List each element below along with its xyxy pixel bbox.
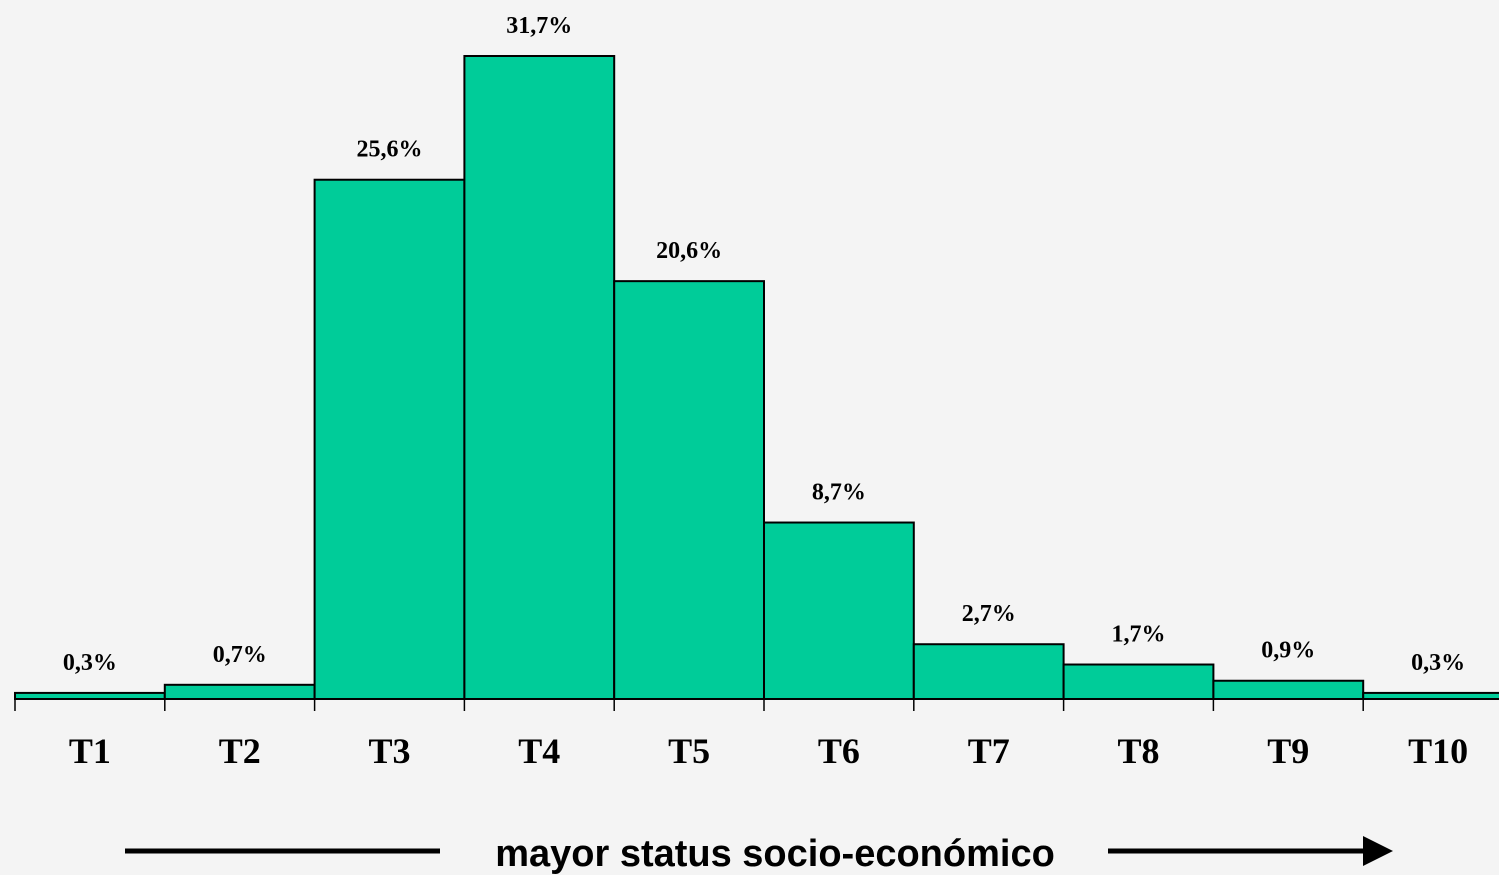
bar-t3 [313,178,466,700]
value-label-t5: 20,6% [656,238,722,264]
x-ticks-layer [14,699,1364,711]
bar-t10 [1362,691,1499,701]
value-label-t4: 31,7% [506,13,572,39]
bar-t4 [463,55,616,700]
tick-label-t9: T9 [1267,731,1309,771]
tick-label-t5: T5 [668,731,710,771]
bar-t9 [1212,679,1365,701]
value-label-t7: 2,7% [962,601,1016,627]
x-tick-labels-layer: T1 T2 T3 T4 T5 T6 T7 T8 T9 T10 [69,731,1468,771]
tick-label-t10: T10 [1408,731,1468,771]
tick-label-t8: T8 [1117,731,1159,771]
tick-label-t1: T1 [69,731,111,771]
bar-t6 [763,521,915,700]
value-label-t8: 1,7% [1112,622,1166,648]
tick-label-t4: T4 [518,731,560,771]
bar-t5 [613,280,766,700]
x-axis-label: mayor status socio-económico [495,833,1055,875]
value-label-t10: 0,3% [1411,650,1465,676]
value-label-t3: 25,6% [357,137,423,163]
bar-t8 [1062,663,1215,700]
value-label-t9: 0,9% [1261,638,1315,664]
bar-t1 [14,691,166,701]
value-label-t6: 8,7% [812,480,866,506]
tick-label-t6: T6 [818,731,860,771]
bar-t7 [912,643,1065,701]
value-labels-layer: 0,3% 0,7% 25,6% 31,7% 20,6% 8,7% 2,7% 1,7% 0,9% 0… [63,13,1465,676]
tick-label-t7: T7 [968,731,1010,771]
bar-t2 [163,683,316,701]
tick-label-t3: T3 [368,731,410,771]
bars-layer [14,55,1499,701]
value-label-t1: 0,3% [63,650,117,676]
tick-label-t2: T2 [219,731,261,771]
value-label-t2: 0,7% [213,642,267,668]
